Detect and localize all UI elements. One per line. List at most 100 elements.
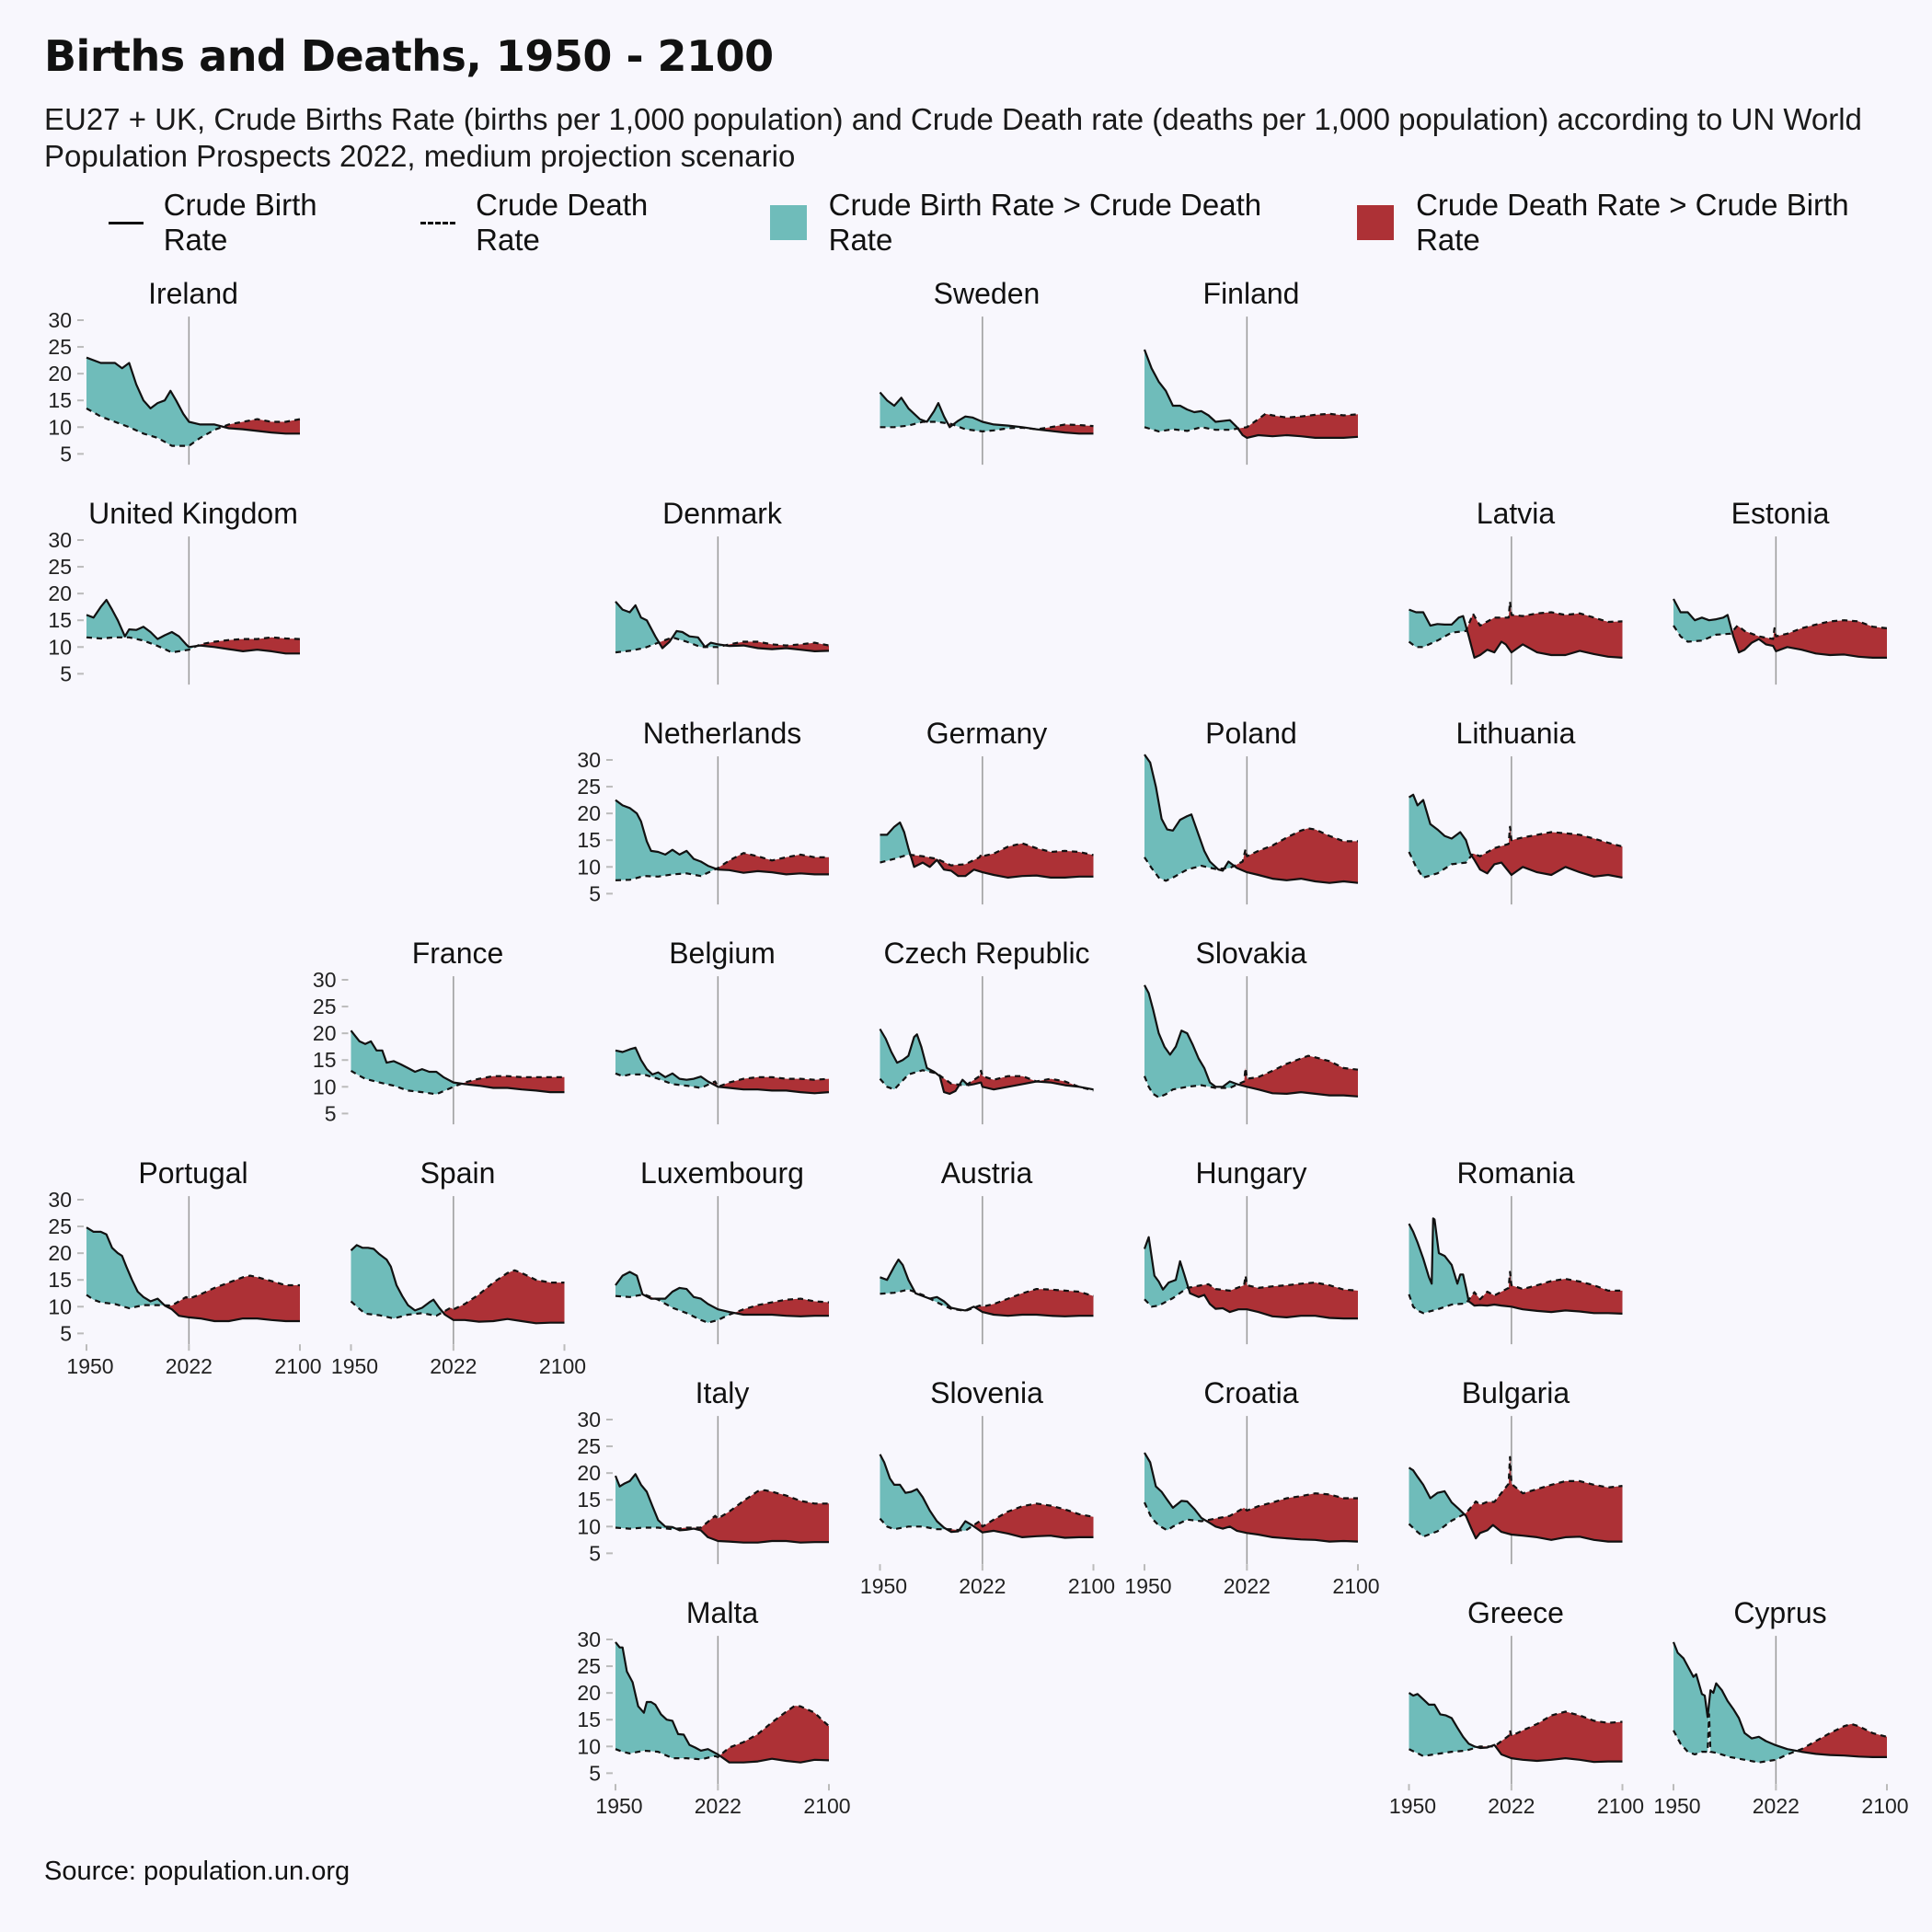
panel-title: Finland <box>1203 277 1300 310</box>
panel-luxembourg: Luxembourg <box>615 1156 830 1345</box>
birth-surplus-area <box>615 1047 712 1088</box>
birth-surplus-area <box>615 1271 643 1297</box>
panel-title: Portugal <box>138 1156 247 1190</box>
x-tick-label: 1950 <box>860 1574 907 1598</box>
y-tick-label: 10 <box>577 1734 601 1758</box>
y-tick-label: 15 <box>48 608 72 632</box>
panel-title: Malta <box>686 1596 758 1629</box>
birth-rate-line <box>615 1046 830 1095</box>
y-tick-label: 30 <box>313 968 337 992</box>
panel-title: Denmark <box>662 497 783 530</box>
y-tick-label: 15 <box>577 1488 601 1512</box>
death-rate-line <box>1143 1054 1359 1098</box>
death-rate-line <box>1408 1271 1623 1315</box>
y-tick-label: 30 <box>577 748 601 772</box>
panel-title: Ireland <box>148 277 238 310</box>
birth-rate-line <box>879 1454 1094 1539</box>
panel-title: France <box>412 937 504 970</box>
birth-surplus-area <box>1144 1453 1206 1531</box>
death-rate-line <box>1409 1710 1623 1757</box>
birth-rate-line <box>1144 1452 1359 1543</box>
panel-title: Luxembourg <box>640 1156 804 1190</box>
death-surplus-area <box>659 637 673 649</box>
x-tick-label: 2022 <box>1488 1794 1535 1818</box>
x-tick-label: 1950 <box>331 1354 378 1378</box>
death-surplus-area <box>716 853 829 875</box>
y-tick-label: 15 <box>48 1268 72 1292</box>
panel-title: Estonia <box>1731 497 1830 530</box>
y-tick-label: 20 <box>577 1681 601 1705</box>
y-tick-label: 15 <box>313 1048 337 1072</box>
x-tick-label: 1950 <box>1124 1574 1171 1598</box>
panel-title: Austria <box>941 1156 1033 1190</box>
birth-rate-line <box>86 356 300 435</box>
death-surplus-area <box>972 1503 1094 1538</box>
panel-bulgaria: Bulgaria <box>1408 1376 1623 1565</box>
birth-surplus-area <box>615 1641 720 1760</box>
birth-rate-line <box>1143 349 1359 439</box>
birth-rate-line <box>1143 1236 1358 1320</box>
y-tick-label: 20 <box>313 1021 337 1045</box>
death-rate-line <box>1408 1455 1623 1538</box>
panel-title: Bulgaria <box>1462 1376 1570 1409</box>
y-tick-label: 5 <box>589 1761 601 1785</box>
legend-item-birth-surplus: Crude Birth Rate > Crude Death Rate <box>733 188 1329 258</box>
birth-surplus-area <box>959 1521 973 1531</box>
birth-surplus-area <box>655 1287 734 1323</box>
birth-rate-line <box>614 1473 829 1544</box>
death-rate-line <box>615 852 829 881</box>
panel-title: United Kingdom <box>88 497 298 530</box>
panel-czech-republic: Czech Republic <box>879 937 1094 1125</box>
panel-romania: Romania <box>1408 1156 1623 1345</box>
y-tick-label: 25 <box>48 555 72 579</box>
legend-label-birth-surplus: Crude Birth Rate > Crude Death Rate <box>828 188 1262 257</box>
panel-title: Cyprus <box>1733 1596 1826 1629</box>
birth-rate-line <box>615 1271 829 1317</box>
y-tick-label: 5 <box>60 442 72 466</box>
x-tick-label: 2022 <box>695 1794 742 1818</box>
death-surplus-area <box>461 1075 565 1093</box>
y-tick-label: 20 <box>48 362 72 385</box>
legend-label-death-surplus: Crude Death Rate > Crude Birth Rate <box>1416 188 1849 257</box>
birth-surplus-area <box>1144 1236 1189 1307</box>
panel-title: Germany <box>926 717 1048 750</box>
y-tick-label: 5 <box>325 1101 337 1125</box>
birth-surplus-area <box>86 600 198 653</box>
death-surplus-area <box>1188 1275 1358 1319</box>
death-rate-line <box>879 1069 1094 1092</box>
y-tick-label: 10 <box>577 855 601 879</box>
birth-rate-line <box>1672 1641 1887 1758</box>
red-area-swatch <box>1357 205 1395 240</box>
legend-label-birth-line: Crude Birth Rate <box>163 188 317 257</box>
birth-rate-line <box>1408 1692 1623 1764</box>
y-tick-label: 25 <box>48 1214 72 1238</box>
panel-belgium: Belgium <box>615 937 830 1125</box>
death-rate-line <box>615 636 830 654</box>
panel-title: Hungary <box>1196 1156 1307 1190</box>
y-tick-label: 30 <box>48 528 72 552</box>
teal-area-swatch <box>769 205 807 240</box>
panel-title: Greece <box>1467 1596 1564 1629</box>
birth-rate-line <box>350 1244 565 1325</box>
panel-croatia: Croatia 1950 2022 2100 <box>1124 1376 1379 1598</box>
birth-rate-line <box>86 1226 300 1323</box>
x-tick-label: 1950 <box>1653 1794 1700 1818</box>
y-tick-label: 10 <box>577 1514 601 1538</box>
y-tick-label: 30 <box>577 1408 601 1432</box>
death-surplus-area <box>1237 413 1358 438</box>
x-tick-label: 2100 <box>1332 1574 1379 1598</box>
y-tick-label: 15 <box>577 828 601 852</box>
death-surplus-area <box>1731 620 1887 658</box>
y-tick-label: 30 <box>48 1188 72 1212</box>
panel-sweden: Sweden <box>879 277 1094 466</box>
death-rate-line <box>615 1705 830 1761</box>
panel-france: France 5 10 15 20 25 30 <box>313 937 565 1125</box>
death-rate-line <box>615 1489 829 1531</box>
death-surplus-area <box>967 1070 1037 1090</box>
panel-title: Netherlands <box>643 717 802 750</box>
